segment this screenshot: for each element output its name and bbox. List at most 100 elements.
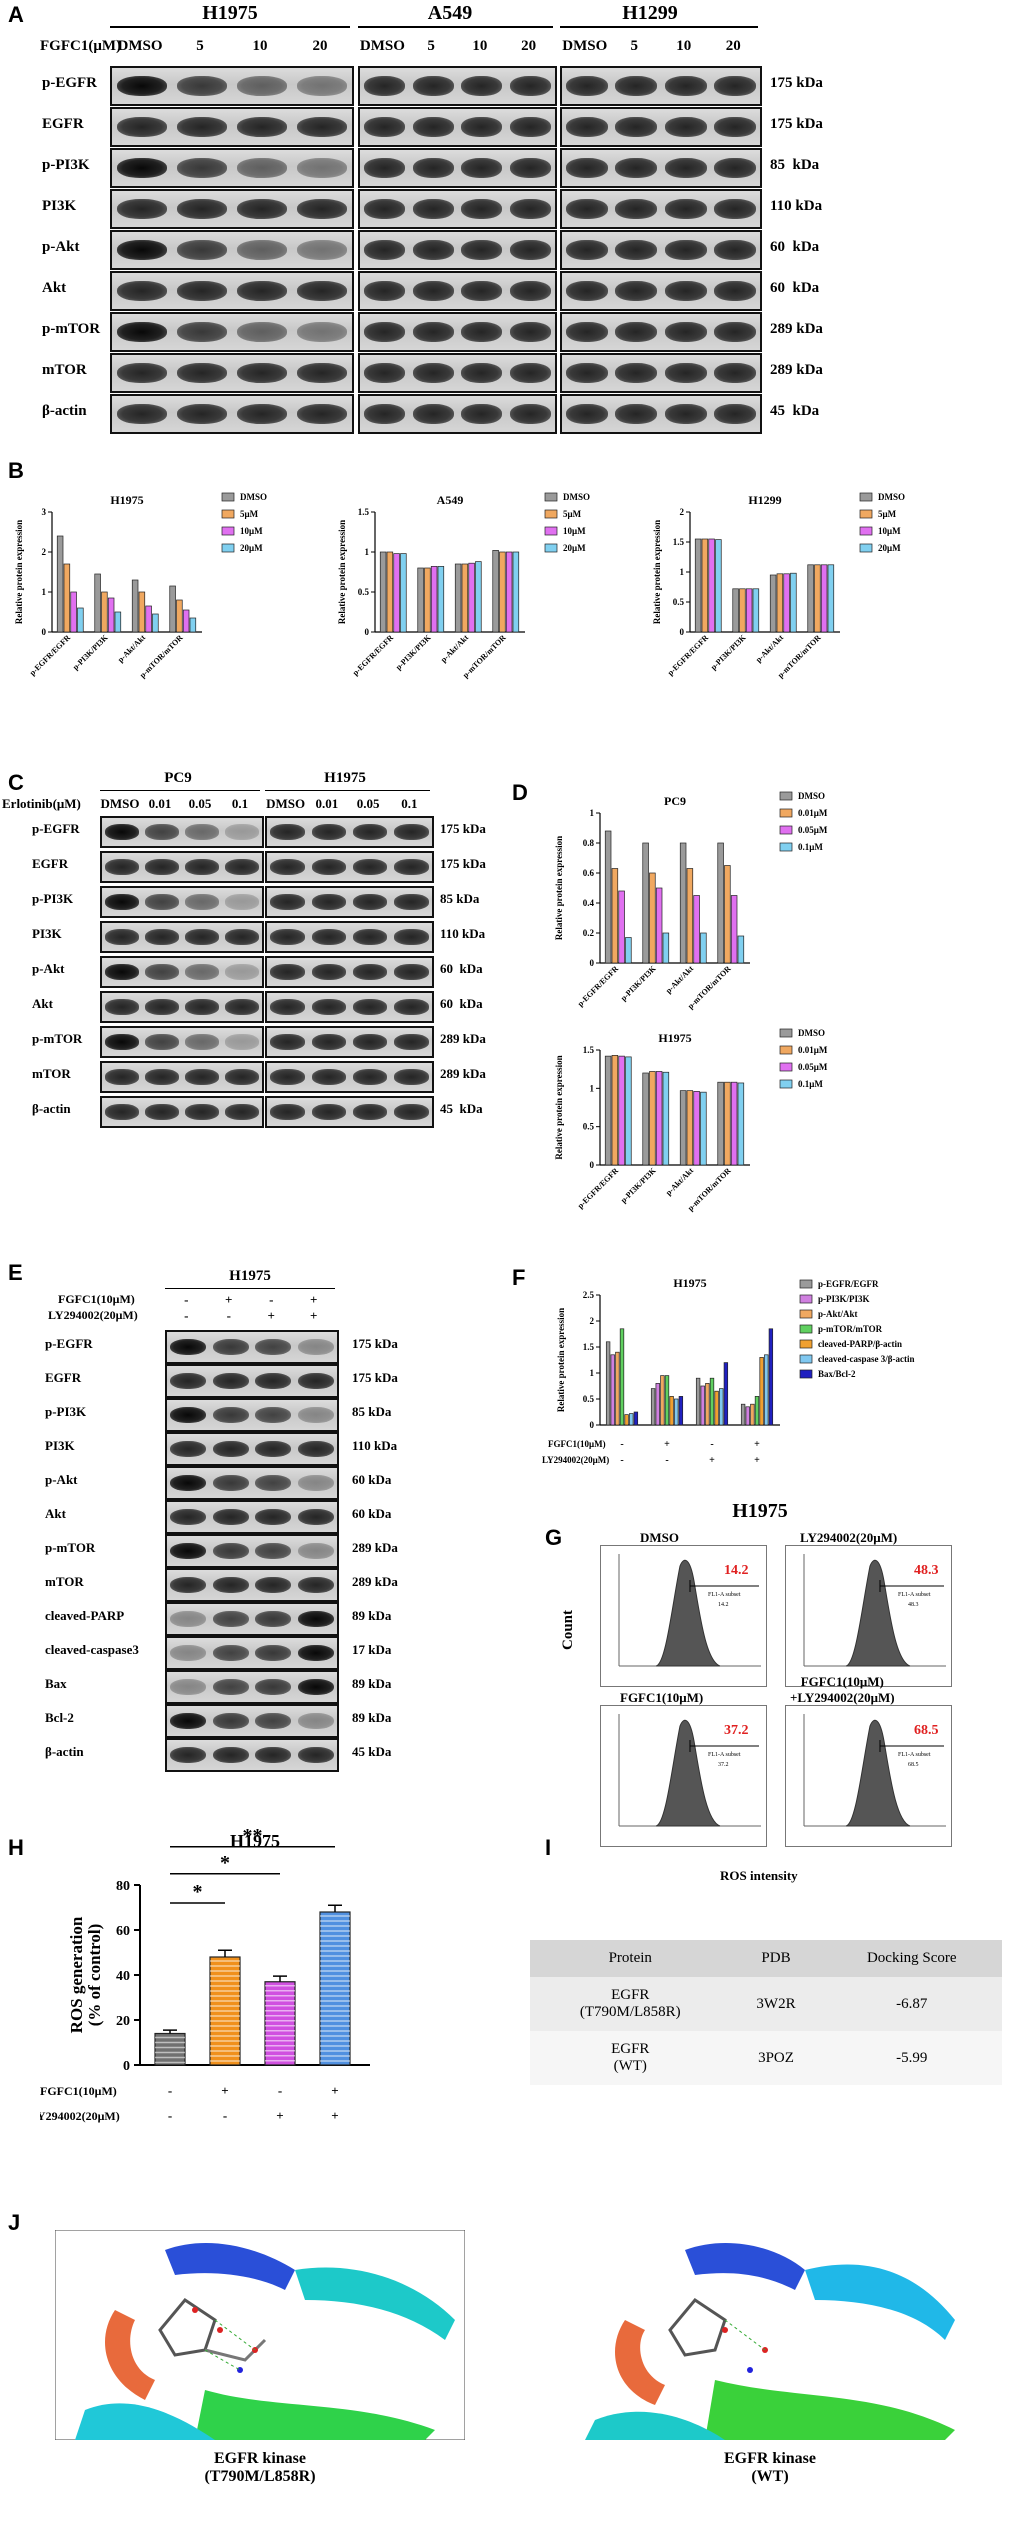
blot-band (296, 403, 348, 425)
blot-strip (560, 230, 762, 270)
blot-band (225, 824, 259, 840)
bar (437, 566, 445, 633)
protein-label: cleaved-PARP (45, 1608, 125, 1623)
histogram-panel: FL1-A subset 68.5 68.5 (785, 1705, 952, 1847)
protein-label: EGFR (32, 856, 69, 871)
bar (768, 1328, 774, 1426)
bar (604, 830, 612, 964)
blot-strip (358, 353, 557, 393)
blot-band (352, 999, 388, 1015)
kda-label: 289 kDa (440, 1066, 486, 1081)
protein-label: Akt (42, 280, 67, 296)
blot-strip (165, 1330, 339, 1364)
dose-value: 10 (676, 38, 692, 54)
blot-band (311, 1069, 347, 1085)
blot-band (176, 75, 228, 97)
dose-value: 5 (427, 38, 435, 54)
panel-b-bar-charts: 0 1 2 3 H1975 Relative protein expression p-EG… (14, 492, 905, 680)
blot-band (212, 1746, 249, 1764)
y-tick-label: 0.4 (583, 898, 595, 908)
chart-title: H1975 (673, 1276, 706, 1290)
blot-band (565, 198, 608, 220)
legend-swatch (859, 526, 873, 536)
blot-band (145, 1034, 179, 1050)
blot-band (236, 239, 288, 261)
bar (618, 1055, 625, 1166)
kda-label: 110 kDa (352, 1438, 398, 1453)
bar (77, 607, 84, 633)
blot-band (714, 239, 757, 261)
bar (512, 551, 520, 633)
y-tick-label: 0.8 (583, 838, 595, 848)
dose-value: 0.05 (356, 796, 380, 811)
blot-band (255, 1508, 292, 1526)
protein-label: β-actin (45, 1744, 84, 1759)
blot-band (105, 1034, 139, 1050)
blot-band (510, 321, 552, 343)
dose-value: DMSO (100, 796, 140, 811)
dose-value: DMSO (359, 38, 405, 54)
blot-band (363, 75, 405, 97)
blot-band (270, 859, 305, 875)
legend-swatch (779, 1028, 793, 1038)
panel-letter-c: C (8, 770, 24, 795)
dose-value: 20 (521, 38, 537, 54)
blot-band (296, 75, 348, 97)
treatment-sign: + (276, 2108, 283, 2123)
legend-swatch (859, 509, 873, 519)
legend-swatch (779, 825, 793, 835)
blot-strip (165, 1704, 339, 1738)
blot-band (170, 1644, 207, 1662)
blot-strip (165, 1568, 339, 1602)
histogram-panel: FL1-A subset 48.3 48.3 (785, 1545, 952, 1687)
blot-band (170, 1406, 207, 1424)
bar (101, 591, 108, 633)
bar (393, 553, 400, 633)
blot-strip (358, 107, 557, 147)
blot-strip (265, 886, 434, 918)
blot-band (212, 1576, 249, 1594)
category-label: p-PI3K/PI3K (394, 633, 433, 672)
bar (737, 935, 745, 964)
gate-label: FL1-A subset (898, 1752, 931, 1758)
blot-band (615, 198, 658, 220)
docking-image-mutant (55, 2230, 465, 2440)
blot-band (185, 894, 219, 910)
blot-band (225, 964, 259, 980)
blot-band (170, 1474, 207, 1492)
blot-band (236, 321, 288, 343)
blot-band (363, 239, 405, 261)
cell-line-title: H1975 (229, 1268, 271, 1284)
ros-value: 68.5 (914, 1723, 939, 1738)
y-tick-label: 0.5 (358, 587, 370, 597)
legend-swatch (799, 1309, 813, 1319)
blot-band (236, 403, 288, 425)
blot-band (461, 403, 503, 425)
panel-d-bar-charts: 0 0.2 0.4 0.6 0.8 1 PC9 Relative protein expres… (554, 791, 828, 1213)
y-tick-label: 0.5 (583, 1394, 595, 1404)
treatment-sign: + (225, 1292, 233, 1307)
panel-letter-f: F (512, 1265, 526, 1290)
treatment-sign: + (664, 1439, 670, 1450)
y-tick-label: 2 (590, 1316, 595, 1326)
group-underline (265, 790, 430, 791)
blot-strip (110, 189, 354, 229)
kda-label: 60 kDa (770, 280, 820, 296)
histogram-panel: FL1-A subset 37.2 37.2 (600, 1705, 767, 1847)
legend-swatch (799, 1279, 813, 1289)
protein-label: mTOR (32, 1066, 71, 1081)
chart-group: 0 1 2 3 H1975 Relative protein expression p-EG… (14, 492, 267, 680)
blot-strip (165, 1432, 339, 1466)
histogram-peak (845, 1719, 911, 1827)
kda-label: 45 kDa (440, 1101, 483, 1116)
bar (820, 564, 828, 633)
blot-strip (358, 148, 557, 188)
blot-band (105, 894, 139, 910)
legend-swatch (221, 509, 235, 519)
cell-score: -6.87 (896, 1995, 928, 2012)
gate-label: FL1-A subset (708, 1592, 741, 1598)
kda-label: 17 kDa (352, 1642, 392, 1657)
blot-band (615, 239, 658, 261)
group-underline (100, 790, 260, 791)
protein-label: PI3K (32, 926, 62, 941)
